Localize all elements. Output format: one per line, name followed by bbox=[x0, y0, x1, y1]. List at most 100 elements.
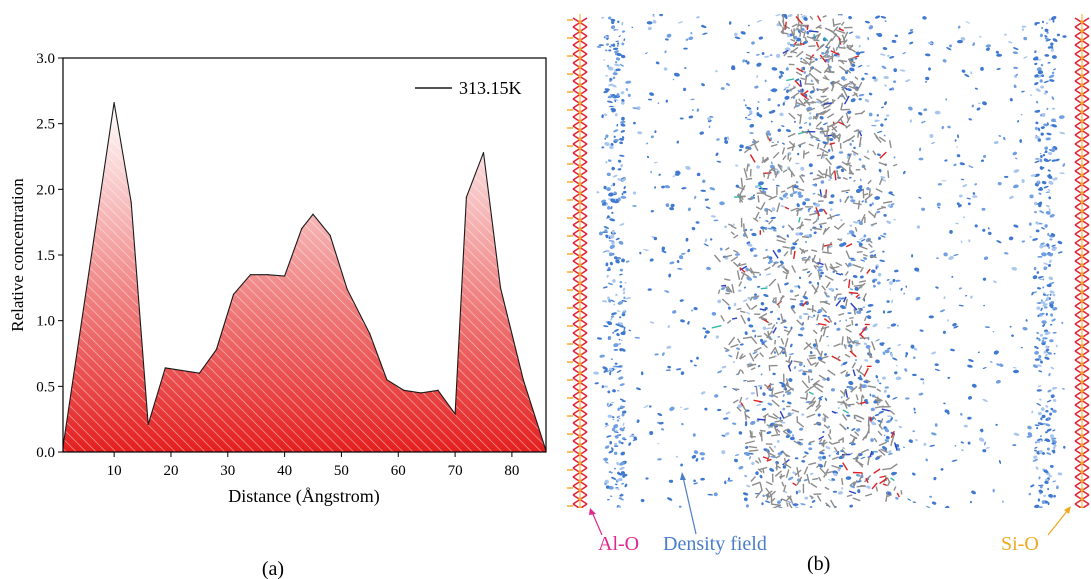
density-blob bbox=[607, 206, 611, 210]
density-blob bbox=[769, 310, 774, 314]
density-blob bbox=[622, 291, 626, 295]
density-blob bbox=[800, 300, 804, 303]
density-blob bbox=[792, 191, 798, 195]
density-blob bbox=[1051, 96, 1055, 100]
density-blob bbox=[649, 258, 654, 262]
density-blob bbox=[854, 57, 858, 60]
bond bbox=[890, 440, 893, 447]
bond bbox=[809, 357, 817, 360]
density-blob bbox=[727, 479, 733, 482]
density-blob bbox=[1052, 480, 1057, 483]
density-blob bbox=[611, 166, 615, 171]
density-blob bbox=[850, 98, 856, 103]
bond bbox=[862, 253, 868, 257]
density-blob bbox=[657, 458, 662, 461]
density-blob bbox=[809, 315, 814, 319]
density-blob bbox=[652, 15, 655, 17]
density-blob bbox=[877, 153, 881, 157]
density-blob bbox=[1033, 455, 1038, 459]
bond bbox=[794, 294, 800, 297]
density-blob bbox=[614, 483, 618, 486]
density-blob bbox=[783, 326, 788, 329]
density-blob bbox=[893, 218, 896, 221]
density-blob bbox=[817, 456, 822, 459]
density-blob bbox=[905, 285, 908, 288]
density-blob bbox=[934, 110, 941, 115]
density-blob bbox=[887, 204, 891, 208]
density-blob bbox=[803, 17, 808, 21]
density-blob bbox=[993, 141, 999, 145]
density-blob bbox=[625, 260, 630, 263]
density-blob bbox=[727, 306, 731, 310]
density-blob bbox=[867, 36, 870, 41]
density-blob bbox=[613, 431, 619, 433]
bond bbox=[845, 124, 851, 129]
density-blob bbox=[952, 322, 957, 327]
density-blob bbox=[817, 269, 823, 272]
bond bbox=[889, 409, 896, 416]
density-blob bbox=[607, 66, 614, 71]
density-blob bbox=[819, 116, 824, 120]
density-blob bbox=[614, 487, 620, 491]
bond bbox=[777, 20, 783, 27]
density-blob bbox=[778, 381, 785, 385]
density-blob bbox=[743, 99, 746, 102]
density-blob bbox=[934, 368, 940, 371]
density-blob bbox=[664, 185, 671, 189]
data-point bbox=[522, 379, 524, 381]
density-blob bbox=[786, 401, 792, 405]
density-blob bbox=[739, 144, 744, 149]
density-blob bbox=[784, 95, 790, 100]
bond bbox=[765, 481, 773, 486]
density-blob bbox=[898, 425, 902, 429]
density-blob bbox=[777, 128, 782, 132]
density-blob bbox=[782, 393, 785, 397]
density-blob bbox=[617, 20, 620, 24]
density-blob bbox=[746, 311, 751, 315]
density-blob bbox=[792, 503, 799, 506]
data-point bbox=[301, 228, 303, 230]
density-blob bbox=[797, 90, 802, 93]
bond bbox=[766, 330, 774, 339]
density-blob bbox=[1041, 27, 1044, 29]
density-blob bbox=[696, 108, 700, 112]
bond bbox=[826, 128, 830, 134]
density-blob bbox=[702, 179, 706, 184]
density-blob bbox=[727, 477, 731, 481]
density-blob bbox=[847, 312, 852, 314]
density-blob bbox=[616, 44, 619, 47]
density-blob bbox=[613, 303, 616, 306]
bond bbox=[879, 477, 888, 485]
density-blob bbox=[996, 363, 1000, 366]
bond bbox=[835, 170, 840, 180]
bond bbox=[869, 255, 877, 259]
density-blob bbox=[1037, 337, 1041, 342]
bond bbox=[869, 416, 872, 422]
density-blob bbox=[828, 179, 831, 181]
density-blob bbox=[611, 20, 615, 24]
density-blob bbox=[771, 141, 774, 144]
bond bbox=[763, 158, 770, 164]
density-blob bbox=[620, 339, 623, 342]
density-blob bbox=[643, 249, 649, 251]
bond bbox=[788, 86, 797, 92]
density-blob bbox=[828, 479, 833, 482]
density-blob bbox=[644, 52, 648, 55]
bond bbox=[783, 250, 789, 257]
density-blob bbox=[680, 463, 683, 467]
density-blob bbox=[646, 142, 649, 145]
density-blob bbox=[914, 267, 920, 272]
density-blob bbox=[687, 321, 690, 325]
bond bbox=[866, 268, 871, 275]
density-blob bbox=[875, 359, 880, 364]
density-blob bbox=[632, 191, 637, 195]
density-blob bbox=[1053, 494, 1056, 498]
bond bbox=[793, 250, 796, 260]
density-blob bbox=[789, 436, 795, 441]
density-blob bbox=[840, 219, 843, 222]
density-blob bbox=[803, 478, 809, 482]
bond bbox=[824, 470, 834, 475]
bond bbox=[849, 80, 857, 86]
density-blob bbox=[941, 180, 947, 182]
density-blob bbox=[1046, 243, 1050, 247]
